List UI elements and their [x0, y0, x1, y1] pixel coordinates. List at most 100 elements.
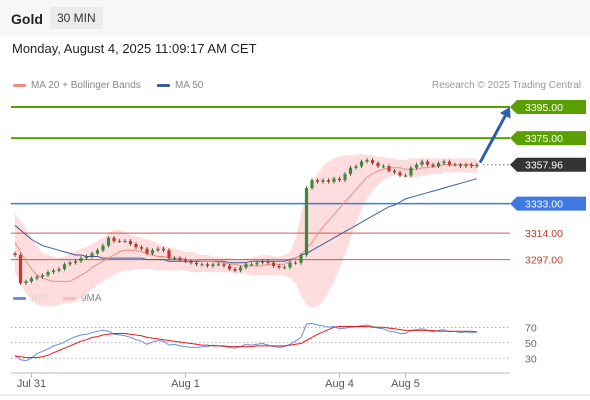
candle-body	[172, 258, 177, 260]
candle-body	[238, 267, 243, 271]
candle-body	[211, 264, 215, 266]
level-tag-3395.00	[510, 100, 586, 115]
candle-body	[24, 281, 28, 283]
legend-ma20-swatch	[13, 84, 26, 87]
candle-body	[13, 253, 17, 255]
candle-body	[200, 264, 204, 266]
candle-body	[354, 166, 358, 168]
candle-body	[84, 256, 89, 259]
legend-ma20-bb: MA 20 + Bollinger Bands	[13, 80, 141, 91]
candle-body	[167, 250, 171, 259]
candle-body	[222, 264, 226, 266]
candle-body	[266, 261, 270, 263]
candle-body	[332, 178, 336, 182]
candle-body	[458, 164, 463, 167]
candle-body	[343, 173, 347, 181]
candle-body	[216, 264, 221, 266]
candle-body	[194, 262, 199, 265]
candle-body	[139, 247, 144, 249]
candle-body	[161, 248, 166, 251]
level-label-3333.00: 3333.00	[525, 199, 563, 211]
candle-body	[381, 166, 386, 168]
candle-body	[398, 172, 402, 176]
candle-body	[277, 265, 281, 268]
candle-body	[51, 270, 56, 273]
candle-body	[73, 261, 78, 263]
rsi-tick-30: 30	[525, 353, 537, 365]
rsi-9ma-line	[14, 326, 478, 358]
candle-body	[95, 250, 100, 254]
candle-body	[447, 161, 452, 165]
candle-body	[57, 268, 61, 271]
forecast-arrow	[478, 115, 507, 164]
x-tick-label: Aug 5	[391, 378, 420, 390]
level-label-3297.00: 3297.00	[525, 255, 563, 267]
candle-body	[106, 237, 111, 246]
legend-ma20-label: MA 20 + Bollinger Bands	[31, 80, 141, 91]
header-bar: Gold 30 MIN	[0, 0, 590, 36]
candle-body	[189, 261, 193, 263]
candle-body	[425, 161, 430, 165]
candle-body	[315, 180, 320, 182]
legend-ma50-swatch	[157, 84, 170, 87]
candle-body	[282, 267, 287, 269]
candle-body	[101, 245, 105, 251]
candle-body	[178, 258, 182, 260]
candle-body	[134, 244, 138, 248]
candle-body	[310, 180, 314, 188]
candle-body	[260, 261, 265, 263]
symbol-title: Gold	[11, 11, 43, 27]
candle-body	[348, 167, 353, 174]
candle-body	[249, 264, 254, 266]
candle-body	[321, 180, 325, 182]
candle-body	[293, 262, 298, 264]
level-tag-3357.96	[510, 157, 586, 172]
rsi-tick-70: 70	[525, 322, 537, 334]
candle-body	[392, 170, 397, 173]
rsi-tick-50: 50	[525, 338, 537, 350]
level-tag-3375.00	[510, 131, 586, 146]
forecast-arrowhead	[499, 107, 511, 119]
candle-body	[123, 240, 127, 242]
source-credit: Research © 2025 Trading Central	[431, 80, 581, 91]
candle-body	[475, 164, 479, 167]
candle-body	[365, 159, 369, 162]
candle-body	[271, 262, 276, 266]
candle-body	[156, 248, 160, 251]
legend-rsi-swatch	[13, 297, 26, 300]
candle-body	[145, 248, 149, 254]
legend-9ma-label: 9MA	[81, 293, 102, 304]
level-label-3395.00: 3395.00	[525, 102, 563, 114]
candle-body	[18, 254, 23, 283]
candle-body	[326, 180, 331, 182]
candle-body	[431, 164, 435, 167]
candle-body	[205, 264, 210, 266]
candle-body	[112, 237, 116, 241]
level-label-3314.00: 3314.00	[525, 228, 563, 240]
candle-body	[40, 275, 45, 277]
candle-body	[244, 264, 248, 268]
candle-body	[304, 188, 309, 255]
timeframe-button[interactable]: 30 MIN	[50, 7, 103, 29]
candle-body	[403, 175, 408, 177]
candle-body	[453, 164, 457, 166]
rsi-line	[14, 322, 478, 362]
candle-body	[183, 259, 188, 262]
level-label-3357.96: 3357.96	[525, 160, 563, 172]
candle-body	[436, 163, 441, 167]
candle-body	[233, 268, 237, 271]
candle-body	[35, 276, 39, 279]
candle-body	[387, 166, 391, 171]
candle-body	[62, 264, 67, 269]
x-tick-label: Aug 1	[171, 378, 200, 390]
bollinger-band	[15, 153, 477, 308]
x-tick-label: Jul 31	[17, 378, 46, 390]
candle-body	[117, 240, 122, 242]
level-label-3375.00: 3375.00	[525, 133, 563, 145]
candle-body	[469, 164, 474, 167]
candle-body	[46, 272, 50, 276]
level-tag-3333.00	[510, 196, 586, 211]
candle-body	[370, 159, 375, 164]
candle-body	[337, 178, 342, 181]
